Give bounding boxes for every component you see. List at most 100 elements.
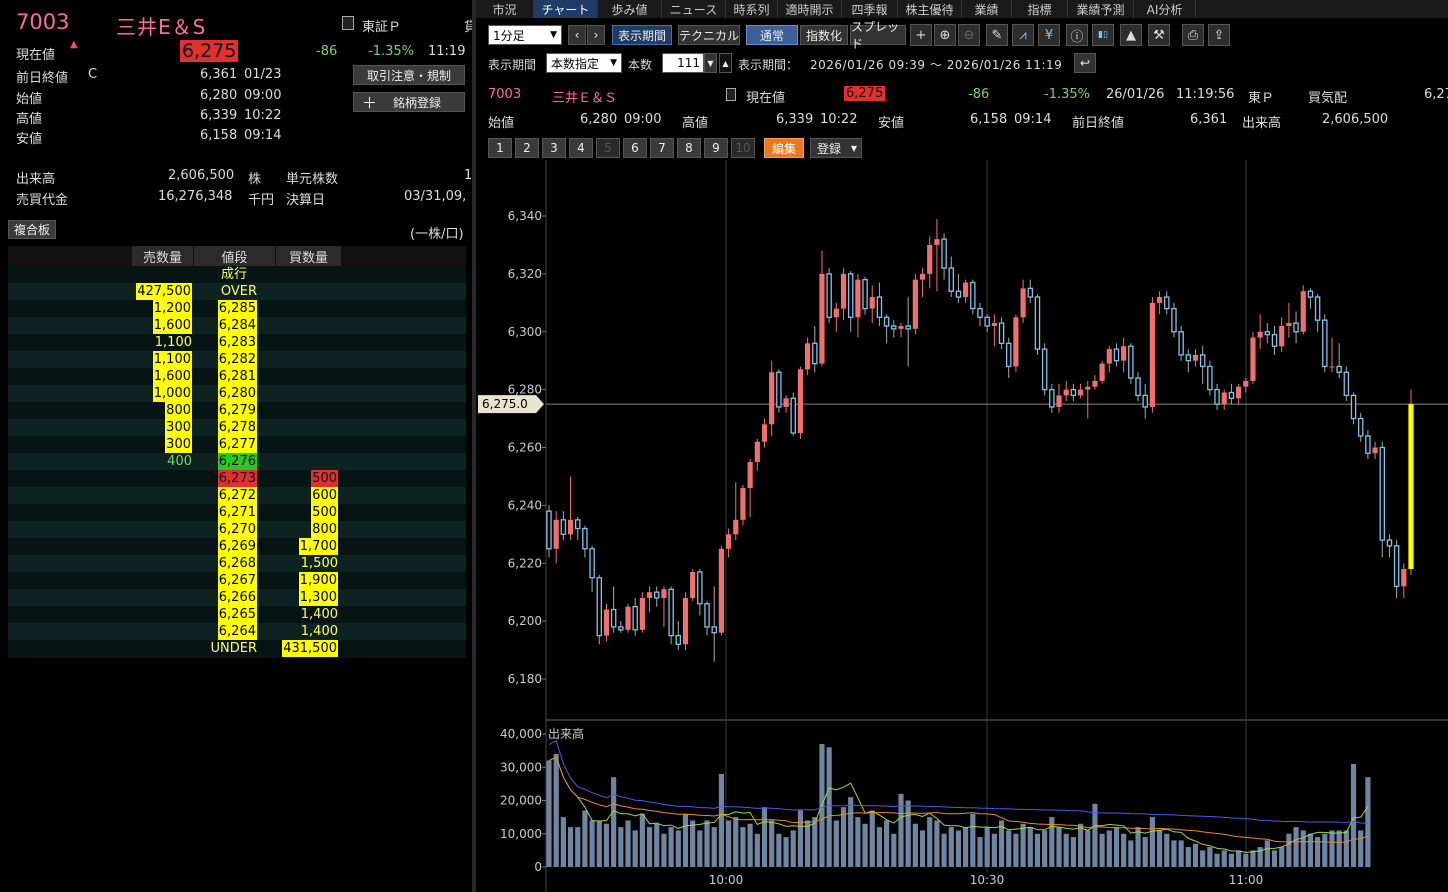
chart-date: 26/01/26 bbox=[1106, 87, 1165, 102]
order-book-row[interactable]: 400 6,276 bbox=[8, 453, 466, 470]
order-book-row[interactable]: 300 6,278 bbox=[8, 419, 466, 436]
wrench-icon[interactable]: ⚒ bbox=[1148, 24, 1170, 46]
order-book-row[interactable]: 6,270 800 bbox=[8, 521, 466, 538]
next-arrow-button[interactable]: › bbox=[587, 25, 605, 45]
prev-arrow-button[interactable]: ‹ bbox=[568, 25, 586, 45]
page-button-5[interactable]: 5 bbox=[596, 138, 620, 158]
yen-icon[interactable]: ¥ bbox=[1038, 24, 1060, 46]
tab-2[interactable]: 歩み値 bbox=[598, 0, 662, 18]
tab-1[interactable]: チャート bbox=[534, 0, 598, 18]
tab-5[interactable]: 適時開示 bbox=[778, 0, 842, 18]
count-down-button[interactable]: ▼ bbox=[704, 53, 717, 73]
volume-bar bbox=[1200, 850, 1206, 867]
order-book-row[interactable]: 800 6,279 bbox=[8, 402, 466, 419]
order-book-row[interactable]: 6,268 1,500 bbox=[8, 555, 466, 572]
candle-style-icon[interactable]: ▮▯ bbox=[1092, 24, 1114, 46]
price-chart[interactable]: 10:00 10:30 11:00 6,340 6,320 6,300 6,280 6,260… bbox=[476, 160, 1448, 892]
normal-button[interactable]: 通常 bbox=[746, 25, 798, 45]
document-icon[interactable] bbox=[342, 16, 354, 30]
volume-bar bbox=[682, 813, 689, 867]
tab-9[interactable]: 指標 bbox=[1012, 0, 1068, 18]
tab-0[interactable]: 市況 bbox=[476, 0, 534, 18]
trend-icon[interactable]: ⩘ bbox=[1012, 24, 1034, 46]
tab-11[interactable]: AI分析 bbox=[1134, 0, 1196, 18]
area-chart-icon[interactable]: ▲ bbox=[1120, 24, 1142, 46]
tab-6[interactable]: 四季報 bbox=[842, 0, 898, 18]
page-button-8[interactable]: 8 bbox=[677, 138, 701, 158]
page-button-1[interactable]: 1 bbox=[488, 138, 512, 158]
page-button-10[interactable]: 10 bbox=[731, 138, 755, 158]
order-book-row[interactable]: 1,600 6,284 bbox=[8, 317, 466, 334]
order-book-row[interactable]: 6,269 1,700 bbox=[8, 538, 466, 555]
candle-body bbox=[1243, 380, 1249, 387]
price: 6,276 bbox=[217, 453, 257, 470]
order-book-row[interactable]: 6,267 1,900 bbox=[8, 572, 466, 589]
price: OVER bbox=[220, 284, 257, 299]
candle-body bbox=[1300, 291, 1306, 332]
order-book-row[interactable]: 1,100 6,283 bbox=[8, 334, 466, 351]
interval-select[interactable]: 1分足 ▼ bbox=[488, 25, 562, 45]
pencil-icon[interactable]: ✎ bbox=[986, 24, 1008, 46]
price: 6,283 bbox=[217, 334, 257, 351]
order-book-row[interactable]: 6,271 500 bbox=[8, 504, 466, 521]
page-button-3[interactable]: 3 bbox=[542, 138, 566, 158]
high-label: 高値 bbox=[16, 112, 43, 127]
page-button-6[interactable]: 6 bbox=[623, 138, 647, 158]
order-book-row[interactable]: 427,500 OVER bbox=[8, 283, 466, 300]
settlement-value: 03/31,09, bbox=[404, 189, 467, 204]
candle-body bbox=[898, 325, 904, 329]
export-icon[interactable]: ⇪ bbox=[1208, 24, 1230, 46]
tab-10[interactable]: 業績予測 bbox=[1068, 0, 1134, 18]
index-button[interactable]: 指数化 bbox=[800, 25, 848, 45]
register-button[interactable]: 登録 ▼ bbox=[810, 138, 862, 158]
count-input[interactable]: 111 bbox=[662, 53, 704, 73]
order-book-row[interactable]: 6,265 1,400 bbox=[8, 606, 466, 623]
order-book-row[interactable]: 1,000 6,280 bbox=[8, 385, 466, 402]
candle-body bbox=[783, 398, 789, 407]
tab-7[interactable]: 株主優待 bbox=[898, 0, 962, 18]
order-book-row[interactable]: 1,200 6,285 bbox=[8, 300, 466, 317]
order-book-row[interactable]: 1,600 6,281 bbox=[8, 368, 466, 385]
volume-bar bbox=[1013, 833, 1019, 867]
volume-ma-mid bbox=[548, 756, 1369, 843]
page-button-7[interactable]: 7 bbox=[650, 138, 674, 158]
candle-body bbox=[1408, 404, 1414, 570]
order-book-row[interactable]: 6,273 500 bbox=[8, 470, 466, 487]
technical-button[interactable]: テクニカル bbox=[678, 25, 740, 45]
info-icon[interactable]: ⓘ bbox=[1066, 24, 1088, 46]
spread-button[interactable]: スプレッド bbox=[850, 20, 906, 51]
buy-qty: 500 bbox=[311, 504, 338, 521]
count-up-button[interactable]: ▲ bbox=[719, 53, 732, 73]
period-mode-select[interactable]: 本数指定 ▼ bbox=[546, 53, 622, 73]
volume-bar bbox=[1006, 830, 1012, 867]
composite-board-button[interactable]: 複合板 bbox=[8, 220, 56, 239]
candle-body bbox=[1350, 394, 1357, 420]
order-book-row[interactable]: 6,264 1,400 bbox=[8, 623, 466, 640]
zoom-in-icon[interactable]: ⊕ bbox=[934, 24, 956, 46]
candle-body bbox=[869, 297, 875, 309]
page-button-2[interactable]: 2 bbox=[515, 138, 539, 158]
document-icon[interactable] bbox=[726, 88, 736, 101]
tab-8[interactable]: 業績 bbox=[962, 0, 1012, 18]
zoom-out-icon[interactable]: ⊖ bbox=[958, 24, 980, 46]
edit-button[interactable]: 編集 bbox=[764, 138, 804, 158]
print-icon[interactable]: ⎙ bbox=[1182, 24, 1204, 46]
price: 6,285 bbox=[217, 300, 257, 317]
display-period-button[interactable]: 表示期間 bbox=[612, 25, 672, 45]
order-book-row[interactable]: 6,272 600 bbox=[8, 487, 466, 504]
trading-caution-button[interactable]: 取引注意・規制 bbox=[353, 65, 465, 85]
order-book-row[interactable]: UNDER 431,500 bbox=[8, 640, 466, 657]
page-button-4[interactable]: 4 bbox=[569, 138, 593, 158]
crosshair-icon[interactable]: + bbox=[910, 24, 932, 46]
tab-3[interactable]: ニュース bbox=[662, 0, 726, 18]
panel-divider[interactable] bbox=[472, 0, 476, 892]
tab-4[interactable]: 時系列 bbox=[726, 0, 778, 18]
page-button-9[interactable]: 9 bbox=[704, 138, 728, 158]
reset-range-button[interactable]: ↩ bbox=[1074, 53, 1096, 73]
order-book-row[interactable]: 300 6,277 bbox=[8, 436, 466, 453]
buy-qty: 1,700 bbox=[298, 538, 338, 555]
order-book-row[interactable]: 1,100 6,282 bbox=[8, 351, 466, 368]
order-book-row[interactable]: 6,266 1,300 bbox=[8, 589, 466, 606]
register-stock-button[interactable]: ＋ 銘柄登録 bbox=[353, 92, 465, 112]
volume-bar bbox=[1135, 827, 1141, 867]
